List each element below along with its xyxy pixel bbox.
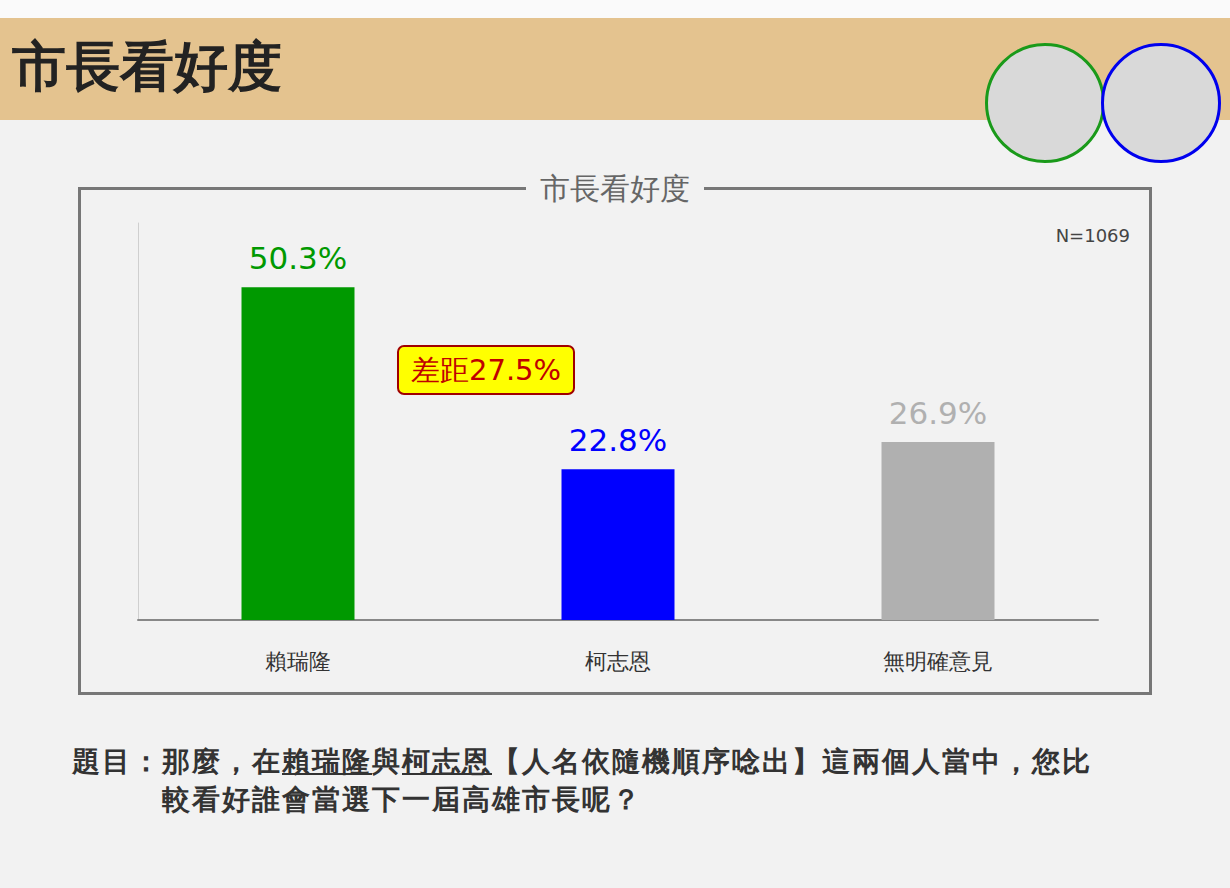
html-text:差距27.5%: 差距27.5% — [411, 353, 562, 387]
svg-text:賴瑞隆: 賴瑞隆 — [265, 649, 331, 674]
html-text:市長看好度: 市長看好度 — [12, 35, 282, 98]
svg-text:26.9%: 26.9% — [889, 395, 987, 431]
svg-text:50.3%: 50.3% — [249, 240, 347, 276]
svg-text:22.8%: 22.8% — [569, 422, 667, 458]
html-text:市長看好度: 市長看好度 — [540, 171, 690, 206]
svg-text:無明確意見: 無明確意見 — [883, 649, 993, 674]
html-text:N=1069: N=1069 — [1055, 225, 1130, 246]
svg-text:柯志恩: 柯志恩 — [585, 649, 651, 674]
html-text:題目：那麼，在賴瑞隆與柯志恩【人名依隨機順序唸出】這兩個人當: 題目：那麼，在賴瑞隆與柯志恩【人名依隨機順序唸出】這兩個人當中，您比 — [72, 745, 1092, 778]
html-text:較看好誰會當選下一屆高雄市長呢？: 較看好誰會當選下一屆高雄市長呢？ — [162, 783, 642, 816]
